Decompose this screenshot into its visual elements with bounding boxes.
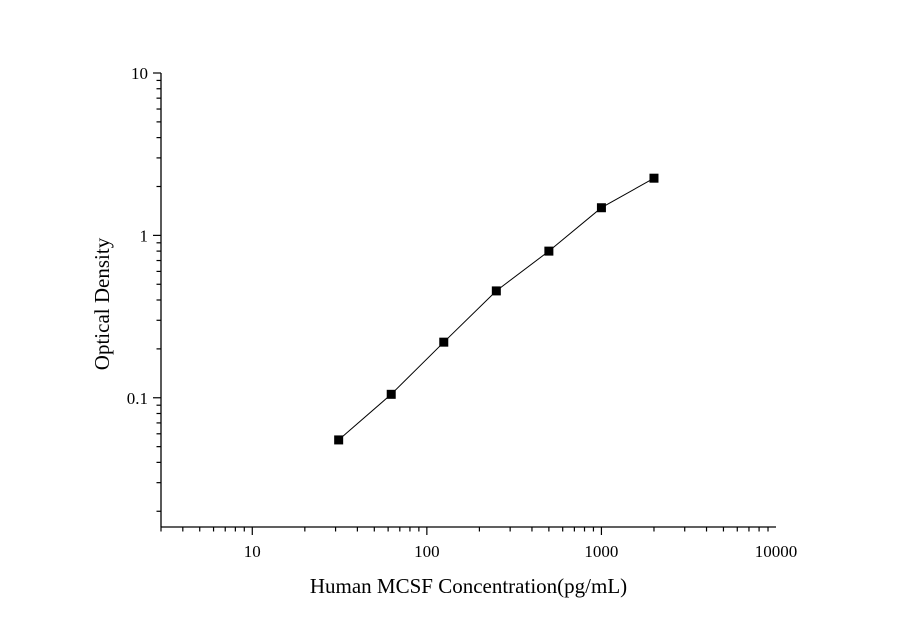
axes [160,73,776,528]
x-tick-label: 10000 [755,542,798,561]
data-point [544,246,554,256]
data-point [596,203,606,213]
x-tick-label: 100 [414,542,440,561]
x-ticks: 10 100 1000 10000 [160,527,798,561]
y-axis-title: Optical Density [90,237,114,370]
y-tick-label: 10 [131,64,148,83]
y-tick-label: 0.1 [127,389,148,408]
data-point [439,337,449,347]
data-point [386,389,396,399]
series-line [338,177,655,441]
x-tick-label: 1000 [584,542,618,561]
x-axis-title: Human MCSF Concentration(pg/mL) [310,574,627,598]
data-point [334,435,344,445]
x-tick-label: 10 [244,542,261,561]
plot-series [334,173,659,445]
y-ticks: 0.1 1 10 [127,64,161,512]
y-tick-label: 1 [140,226,149,245]
data-point [491,286,501,296]
data-point [649,173,659,183]
